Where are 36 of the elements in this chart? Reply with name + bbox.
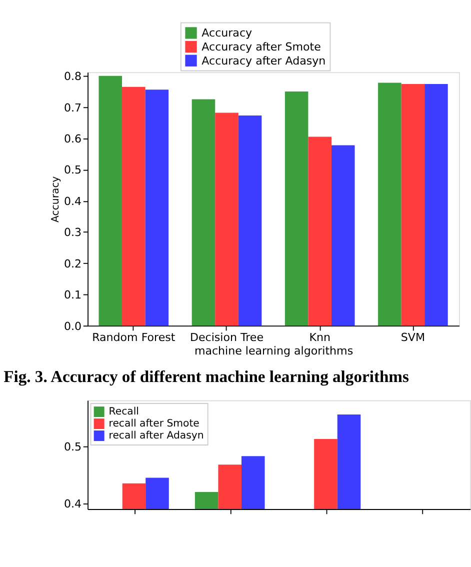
bar bbox=[215, 112, 238, 326]
bar bbox=[284, 91, 308, 326]
bar bbox=[98, 76, 122, 326]
bar bbox=[308, 136, 332, 326]
x-tick-label: Decision Tree bbox=[190, 330, 264, 344]
bar bbox=[331, 145, 355, 326]
legend-label: recall after Smote bbox=[108, 418, 200, 430]
y-tick-label: 0.4 bbox=[64, 194, 82, 208]
caption: Fig. 3. Accuracy of different machine learning algorithms bbox=[4, 366, 410, 386]
y-tick-label: 0.7 bbox=[64, 101, 82, 114]
bar bbox=[378, 82, 402, 326]
y-tick-label: 0.6 bbox=[64, 132, 82, 146]
x-tick-label: Knn bbox=[309, 330, 330, 344]
legend-label: recall after Adasyn bbox=[108, 430, 204, 442]
y-tick-label: 0.0 bbox=[64, 320, 82, 333]
x-axis-title: machine learning algorithms bbox=[194, 344, 354, 358]
x-tick-label: Random Forest bbox=[92, 330, 176, 344]
legend-label: Accuracy bbox=[202, 26, 253, 40]
x-tick-label: SVM bbox=[400, 330, 425, 344]
bar bbox=[401, 84, 425, 326]
bar bbox=[145, 90, 169, 326]
bar bbox=[122, 86, 146, 326]
y-tick-label: 0.4 bbox=[64, 497, 82, 510]
y-tick-label: 0.2 bbox=[64, 257, 82, 270]
bar bbox=[424, 84, 448, 326]
y-tick-label: 0.3 bbox=[64, 226, 82, 240]
y-tick-label: 0.1 bbox=[64, 288, 82, 302]
legend-label: Accuracy after Adasyn bbox=[202, 54, 326, 68]
legend-label: Recall bbox=[108, 406, 139, 418]
bar bbox=[238, 116, 262, 326]
legend-label: Accuracy after Smote bbox=[202, 40, 322, 54]
y-tick-label: 0.8 bbox=[64, 70, 82, 84]
bar bbox=[192, 99, 216, 326]
y-tick-label: 0.5 bbox=[64, 164, 82, 177]
y-tick-label: 0.5 bbox=[64, 440, 82, 454]
y-axis-title: Accuracy bbox=[50, 176, 62, 222]
